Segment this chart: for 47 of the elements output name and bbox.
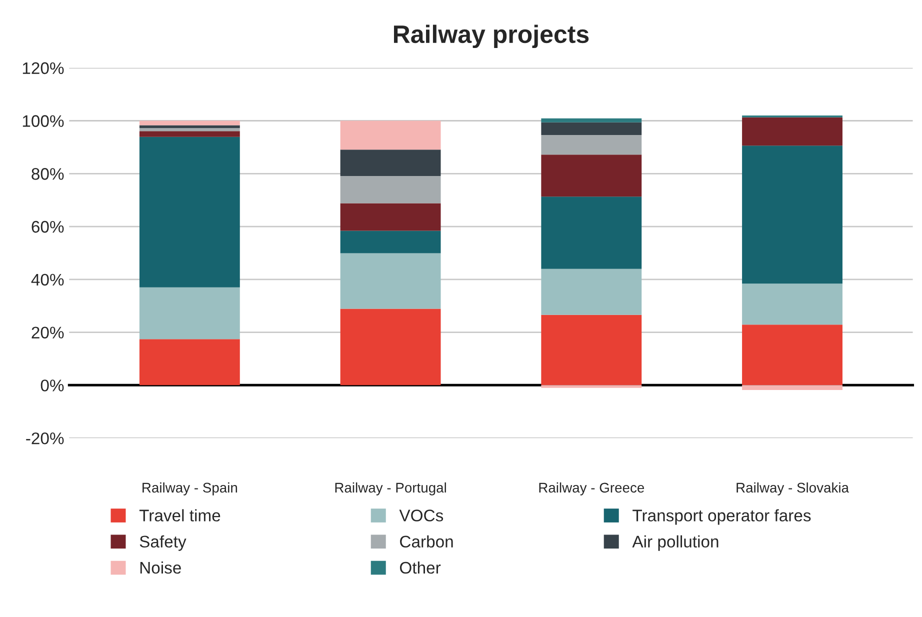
legend-label: Carbon — [400, 535, 453, 548]
bar — [340, 253, 441, 309]
bar — [742, 385, 842, 390]
y-tick-label: 0% — [40, 380, 64, 392]
y-tick-label: 20% — [32, 326, 64, 338]
x-tick-label: Railway - Spain — [142, 482, 238, 496]
bar — [541, 314, 642, 386]
legend-label: Noise — [140, 561, 181, 574]
bar — [340, 176, 441, 204]
bar — [541, 135, 642, 155]
bar — [340, 203, 441, 231]
y-tick-label: 80% — [32, 168, 64, 180]
bar — [139, 128, 240, 132]
bar — [742, 284, 842, 325]
bar — [139, 136, 240, 288]
legend-label: Travel time — [139, 509, 220, 522]
bar — [541, 385, 642, 388]
bar — [742, 324, 842, 386]
bar — [541, 154, 642, 197]
bar — [139, 339, 240, 386]
x-tick-label: Railway - Greece — [539, 482, 644, 496]
bar — [541, 268, 642, 315]
x-tick-label: Railway - Slovakia — [736, 482, 849, 496]
bar — [541, 118, 642, 122]
legend-label: Safety — [140, 535, 186, 551]
bar — [742, 117, 842, 146]
y-tick-label: 40% — [31, 274, 64, 286]
bar — [340, 120, 441, 150]
bar — [139, 287, 240, 340]
bar — [139, 131, 240, 137]
bar — [340, 150, 441, 176]
x-tick-label: Railway - Portugal — [335, 482, 446, 496]
legend-label: Other — [400, 561, 441, 574]
y-tick-label: 120% — [22, 62, 64, 74]
legend-label: VOCs — [399, 510, 444, 522]
chart-title: Railway projects — [394, 24, 589, 48]
bar — [541, 196, 642, 269]
bar — [340, 230, 441, 254]
y-tick-label: -20% — [26, 432, 64, 444]
legend-label: Transport operator fares — [632, 509, 811, 525]
bar — [541, 122, 642, 136]
y-tick-label: 100% — [22, 115, 64, 127]
bar — [340, 308, 441, 386]
legend-label: Air pollution — [632, 535, 718, 551]
bar — [742, 146, 842, 284]
y-tick-label: 60% — [32, 220, 64, 233]
bar — [139, 120, 240, 126]
